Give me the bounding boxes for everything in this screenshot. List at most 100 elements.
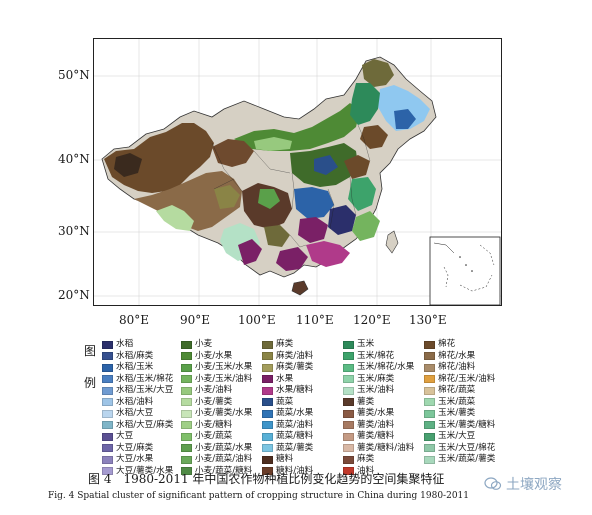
legend-label: 小麦/水果 xyxy=(195,350,233,361)
legend-title: 图例 xyxy=(84,344,97,390)
legend-swatch xyxy=(102,409,113,418)
legend-label: 蔬菜/糖料 xyxy=(276,431,314,441)
legend-label: 蔬菜 xyxy=(276,396,294,407)
lon-label-110: 110°E xyxy=(296,313,334,327)
lon-label-120: 120°E xyxy=(353,313,391,327)
legend-swatch xyxy=(102,421,113,430)
region-northeast-blue xyxy=(394,109,416,129)
legend-column: 麻类 麻类/油料 麻类/薯类 水果 水果/糖料 蔬菜 蔬菜/水果 蔬菜/油料 蔬菜/糖料 蔬菜/薯… xyxy=(262,339,313,477)
legend-swatch xyxy=(343,432,354,441)
legend-item: 玉米/大豆/棉花 xyxy=(424,443,495,455)
legend-swatch xyxy=(262,444,273,453)
legend-swatch xyxy=(102,340,113,349)
legend-swatch xyxy=(181,421,192,430)
legend-label: 麻类 xyxy=(357,454,375,464)
legend-label: 薯类 xyxy=(357,396,375,407)
legend-item: 玉米/棉花 xyxy=(343,351,414,363)
lon-label-100: 100°E xyxy=(238,313,276,327)
legend-swatch xyxy=(343,467,354,476)
region-gansu-brown xyxy=(212,139,254,167)
legend-item: 薯类 xyxy=(343,397,414,409)
legend-swatch xyxy=(343,340,354,349)
legend-swatch xyxy=(262,467,273,476)
watermark-text: 土壤观察 xyxy=(506,477,562,493)
wechat-logo-icon xyxy=(484,477,502,490)
legend-item: 薯类/水果 xyxy=(343,408,414,420)
region-sichuan-green xyxy=(258,189,280,209)
legend-label: 小麦/薯类 xyxy=(195,396,233,407)
region-tibet-cotton xyxy=(134,171,242,231)
legend-item: 蔬菜/糖料 xyxy=(262,431,313,443)
legend-swatch xyxy=(343,375,354,384)
legend-item: 水稻/玉米 xyxy=(102,362,173,374)
legend-label: 水稻/玉米 xyxy=(116,362,154,372)
legend-item: 蔬菜/油料 xyxy=(262,420,313,432)
legend-item: 小麦/蔬菜 xyxy=(181,431,252,443)
legend-item: 玉米/蔬菜 xyxy=(424,397,495,409)
legend-swatch xyxy=(424,352,435,361)
legend-item: 水稻 xyxy=(102,339,173,351)
region-taiwan xyxy=(385,230,399,254)
legend-swatch xyxy=(262,375,273,384)
legend-label: 玉米/蔬菜/薯类 xyxy=(438,454,496,464)
legend-item: 棉花/水果 xyxy=(424,351,495,363)
legend-swatch xyxy=(181,375,192,384)
legend-swatch xyxy=(262,340,273,349)
region-east-coast-mixed xyxy=(348,177,376,211)
legend-swatch xyxy=(424,444,435,453)
legend-item: 蔬菜/水果 xyxy=(262,408,313,420)
legend-label: 大豆/薯类/水果 xyxy=(116,465,174,476)
legend-item: 麻类 xyxy=(262,339,313,351)
legend-label: 薯类/糖料 xyxy=(357,431,395,441)
legend-swatch xyxy=(181,398,192,407)
legend-item: 水稻/麻类 xyxy=(102,351,173,363)
legend-item: 薯类/糖料/油料 xyxy=(343,443,414,455)
legend-item: 小麦 xyxy=(181,339,252,351)
region-heilongjiang-olive xyxy=(362,59,394,87)
legend-label: 小麦/油料 xyxy=(195,385,233,395)
region-tibet-olive xyxy=(214,185,240,209)
legend-label: 玉米/蔬菜 xyxy=(438,396,476,407)
legend-item: 水果 xyxy=(262,374,313,386)
legend-swatch xyxy=(102,363,113,372)
lat-label-50: 50°N xyxy=(58,68,90,82)
region-northeast-green xyxy=(350,83,380,125)
legend-swatch xyxy=(181,340,192,349)
legend-label: 玉米/棉花 xyxy=(357,350,395,361)
legend-label: 小麦/蔬菜/糖料 xyxy=(195,465,253,476)
legend-item: 大豆/水果 xyxy=(102,454,173,466)
legend-label: 水稻/大豆/麻类 xyxy=(116,419,174,430)
legend-item: 蔬菜/薯类 xyxy=(262,443,313,455)
legend-item: 水果/糖料 xyxy=(262,385,313,397)
legend-label: 玉米/大豆 xyxy=(438,431,476,441)
map-panel xyxy=(93,38,502,306)
legend-swatch xyxy=(262,409,273,418)
legend-label: 水稻/油料 xyxy=(116,396,154,407)
legend-item: 小麦/玉米/水果 xyxy=(181,362,252,374)
legend-swatch xyxy=(262,352,273,361)
region-guangdong-purple xyxy=(306,241,350,267)
figure-caption-english: Fig. 4 Spatial cluster of significant pa… xyxy=(48,491,469,501)
legend-label: 油料 xyxy=(357,465,375,476)
legend-item: 小麦/油料 xyxy=(181,385,252,397)
legend-item: 小麦/蔬菜/糖料 xyxy=(181,466,252,478)
legend-label: 蔬菜/水果 xyxy=(276,408,314,418)
region-yunnan-purple xyxy=(238,239,262,265)
lat-label-20: 20°N xyxy=(58,288,90,302)
legend-swatch xyxy=(262,432,273,441)
lon-label-130: 130°E xyxy=(409,313,447,327)
legend-item: 小麦/薯类/水果 xyxy=(181,408,252,420)
legend-column: 玉米 玉米/棉花 玉米/棉花/水果 玉米/麻类 玉米/油料 薯类 薯类/水果 薯类/油料 薯类/… xyxy=(343,339,414,477)
legend-swatch xyxy=(181,363,192,372)
legend-swatch xyxy=(102,352,113,361)
legend-column: 棉花 棉花/水果 棉花/油料 棉花/玉米/油料 棉花/蔬菜 玉米/蔬菜 玉米/薯类 玉米/薯类… xyxy=(424,339,495,466)
watermark: 土壤观察 xyxy=(484,474,562,494)
legend-swatch xyxy=(424,432,435,441)
legend-swatch xyxy=(343,421,354,430)
legend-label: 玉米/棉花/水果 xyxy=(357,362,415,372)
legend-item: 小麦/水果 xyxy=(181,351,252,363)
region-inner-mongolia-light xyxy=(254,137,292,151)
legend-swatch xyxy=(343,409,354,418)
legend-label: 大豆 xyxy=(116,431,134,441)
legend-swatch xyxy=(424,398,435,407)
